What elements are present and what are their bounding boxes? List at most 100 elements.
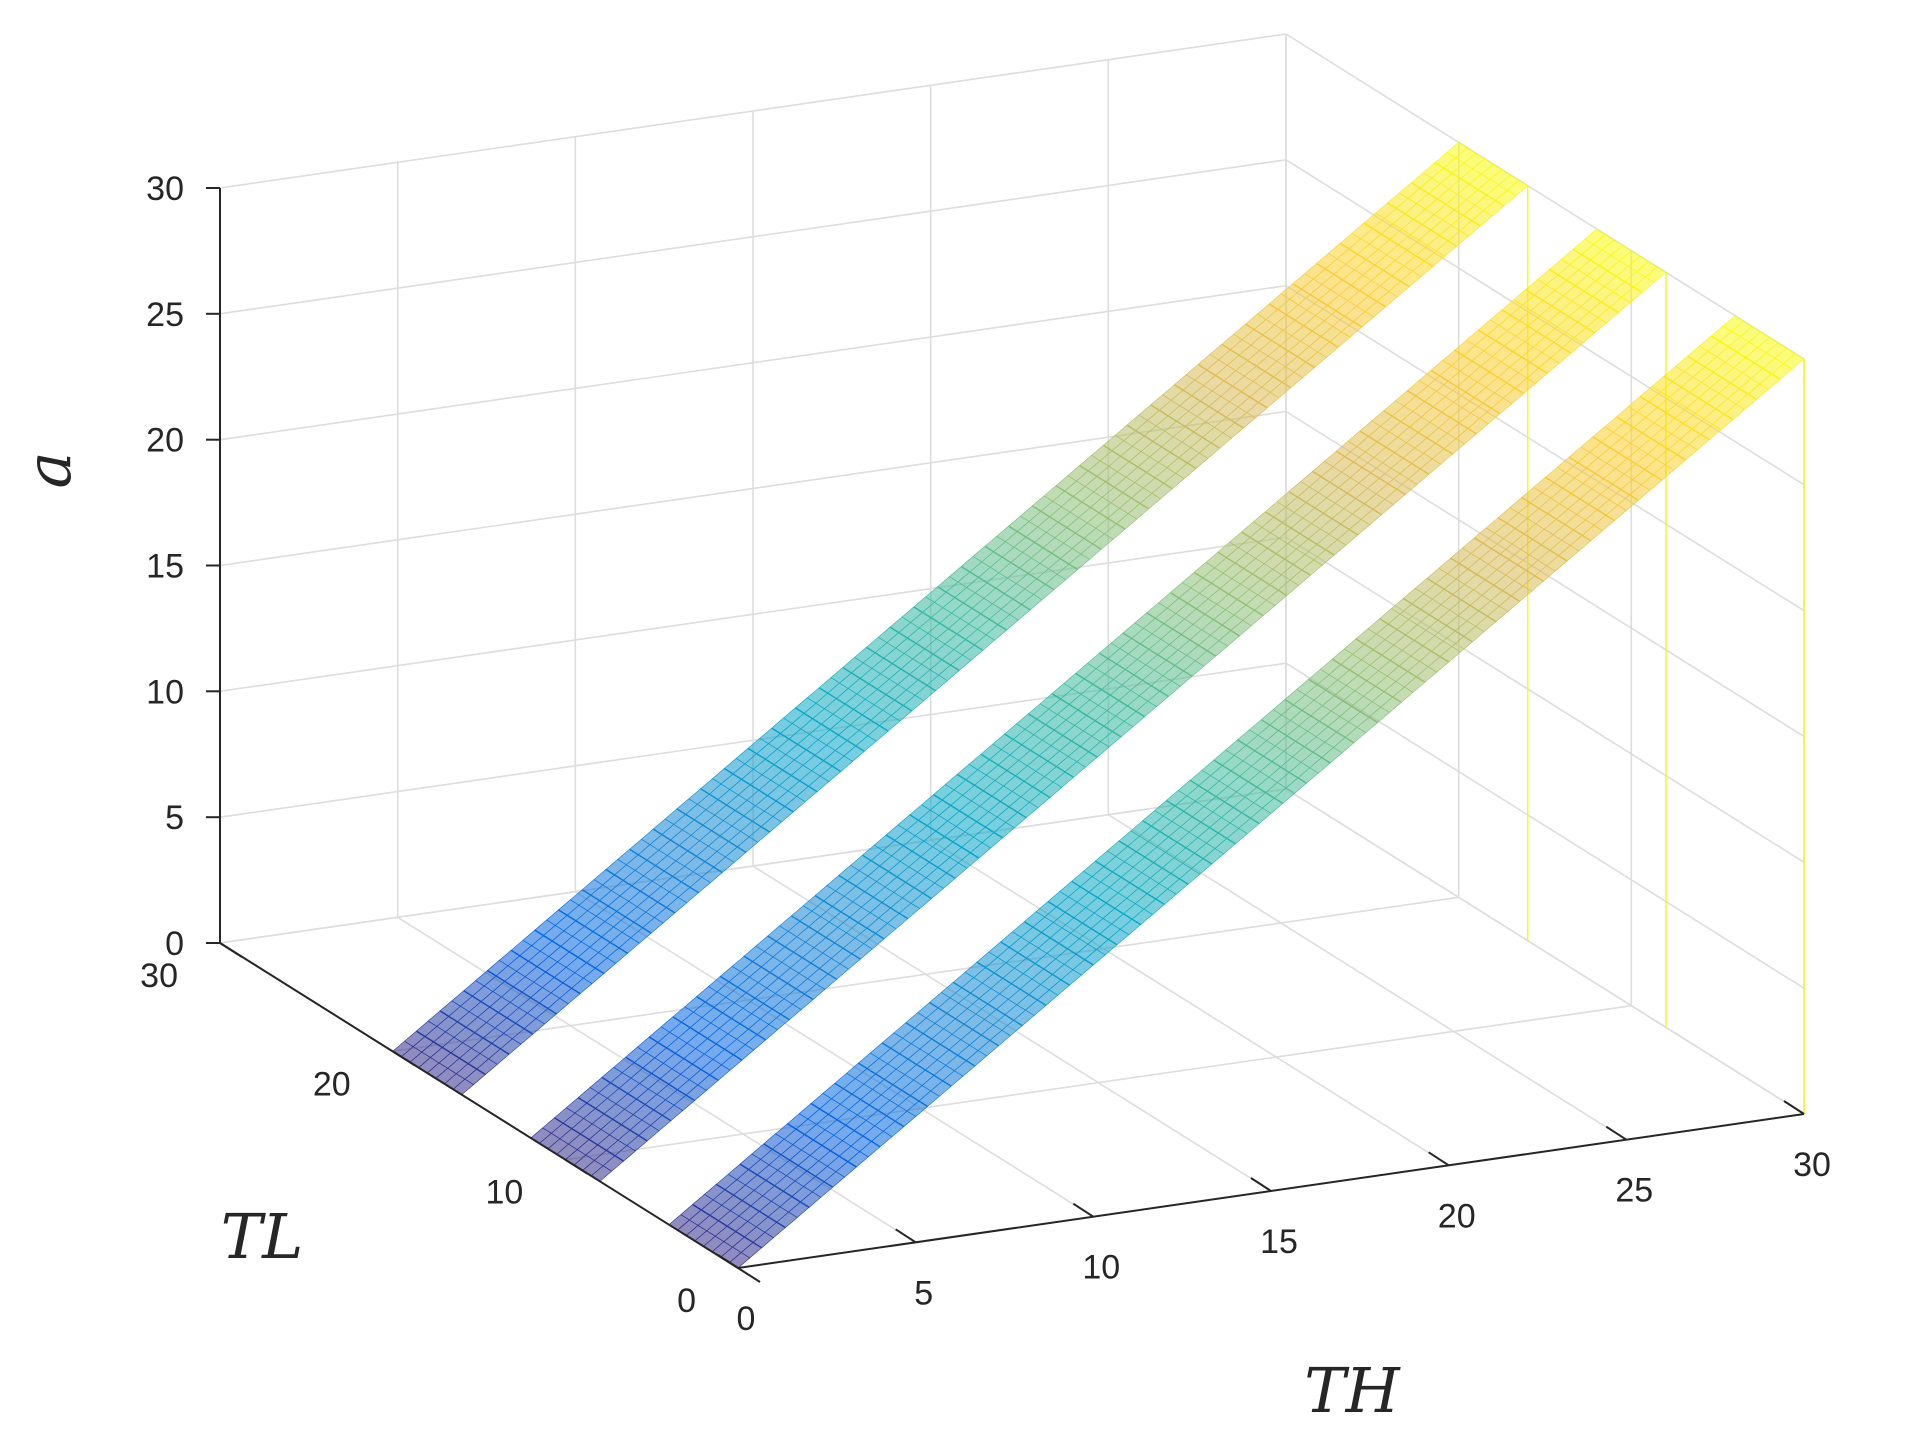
mesh-line bbox=[881, 1042, 952, 1087]
mesh-line bbox=[1355, 638, 1426, 683]
x-tick-mark bbox=[1428, 1151, 1450, 1167]
z-tick-label: 0 bbox=[165, 925, 184, 963]
y-tick-mark bbox=[564, 1158, 588, 1175]
mesh-line bbox=[463, 990, 534, 1035]
z-tick-label: 25 bbox=[146, 296, 184, 334]
mesh-line bbox=[1434, 161, 1505, 207]
mesh-line bbox=[1426, 577, 1497, 623]
mesh-line bbox=[960, 565, 1031, 611]
x-tick-mark bbox=[1605, 1125, 1627, 1141]
mesh-line bbox=[929, 1001, 999, 1047]
mesh-line bbox=[791, 915, 861, 960]
x-tick-mark bbox=[1072, 1202, 1094, 1218]
mesh-line bbox=[487, 969, 557, 1015]
mesh-line bbox=[1241, 531, 1311, 576]
mesh-line bbox=[715, 1183, 786, 1229]
surface-series-1 bbox=[668, 315, 1805, 1269]
mesh-line bbox=[439, 1010, 510, 1055]
surface-patch bbox=[1584, 228, 1606, 245]
mesh-line bbox=[648, 1036, 719, 1081]
mesh-line bbox=[743, 955, 814, 1001]
mesh-line bbox=[558, 909, 628, 954]
mesh-line bbox=[581, 889, 652, 934]
mesh-line bbox=[1027, 713, 1098, 758]
mesh-line bbox=[601, 1076, 672, 1122]
mesh-line bbox=[1616, 416, 1686, 461]
mesh-line bbox=[534, 929, 605, 975]
grid-line bbox=[219, 788, 1287, 944]
grid-line bbox=[574, 891, 1094, 1218]
mesh-line bbox=[1213, 759, 1284, 804]
mesh-line bbox=[554, 1117, 624, 1162]
x-tick-label: 5 bbox=[914, 1274, 933, 1312]
mesh-line bbox=[1098, 652, 1169, 698]
y-axis-title: TL bbox=[221, 1200, 304, 1273]
mesh-line bbox=[1264, 511, 1335, 556]
mesh-line bbox=[933, 794, 1003, 839]
y-tick-mark bbox=[219, 942, 243, 958]
z-tick-label: 5 bbox=[165, 799, 184, 837]
grid-line bbox=[219, 536, 1287, 693]
surface-patch bbox=[1446, 141, 1468, 159]
mesh-line bbox=[1450, 557, 1521, 602]
mesh-line bbox=[1474, 537, 1544, 582]
mesh-line bbox=[834, 1082, 905, 1128]
mesh-line bbox=[1331, 658, 1402, 703]
grid-line bbox=[219, 284, 1287, 441]
mesh-line bbox=[1146, 612, 1217, 657]
surface-series bbox=[392, 141, 1805, 1269]
mesh-line bbox=[723, 767, 794, 813]
mesh-line bbox=[1268, 303, 1339, 348]
mesh-line bbox=[1525, 289, 1596, 334]
mesh-line bbox=[913, 606, 984, 651]
y-tick-label: 20 bbox=[313, 1065, 351, 1103]
mesh-line bbox=[771, 727, 842, 773]
grid-line bbox=[1285, 536, 1805, 863]
y-tick-label: 10 bbox=[485, 1174, 523, 1212]
mesh-line bbox=[1292, 283, 1363, 328]
axes bbox=[206, 187, 1805, 1283]
mesh-line bbox=[1430, 369, 1501, 415]
mesh-line bbox=[1568, 456, 1639, 501]
mesh-line bbox=[767, 935, 838, 980]
mesh-line bbox=[1339, 242, 1410, 288]
x-tick-mark bbox=[1250, 1177, 1272, 1192]
mesh-line bbox=[1710, 335, 1781, 380]
mesh-line bbox=[1308, 678, 1378, 724]
mesh-line bbox=[1094, 860, 1165, 905]
mesh-line bbox=[814, 895, 885, 940]
grid-line bbox=[392, 896, 1459, 1053]
mesh-line bbox=[1031, 505, 1102, 550]
mesh-line bbox=[1142, 820, 1213, 865]
mesh-line bbox=[1150, 404, 1221, 449]
z-tick-label: 30 bbox=[146, 170, 184, 208]
mesh-line bbox=[652, 828, 723, 874]
mesh-line bbox=[1549, 268, 1619, 314]
mesh-line bbox=[1454, 349, 1525, 395]
mesh-line bbox=[1284, 698, 1355, 744]
mesh-line bbox=[909, 814, 980, 859]
grid-line bbox=[930, 839, 1450, 1166]
x-tick-mark bbox=[895, 1228, 917, 1244]
mesh-line bbox=[1288, 491, 1359, 536]
mesh-line bbox=[905, 1022, 976, 1067]
x-tick-label: 0 bbox=[737, 1300, 756, 1338]
y-tick-mark bbox=[392, 1050, 416, 1067]
grid-line bbox=[1285, 33, 1805, 360]
z-tick-label: 15 bbox=[146, 548, 184, 586]
mesh-line bbox=[1008, 525, 1078, 571]
mesh-line bbox=[1572, 248, 1643, 294]
grid-line bbox=[565, 1004, 1632, 1161]
mesh-line bbox=[1122, 632, 1193, 677]
x-axis-title: TH bbox=[1304, 1354, 1401, 1427]
mesh-line bbox=[842, 666, 913, 712]
mesh-line bbox=[1497, 517, 1568, 562]
mesh-line bbox=[676, 808, 747, 853]
mesh-line bbox=[984, 545, 1055, 591]
mesh-line bbox=[1079, 464, 1150, 510]
mesh-line bbox=[1166, 799, 1236, 845]
mesh-line bbox=[625, 1056, 695, 1102]
x-tick-label: 25 bbox=[1615, 1172, 1653, 1210]
